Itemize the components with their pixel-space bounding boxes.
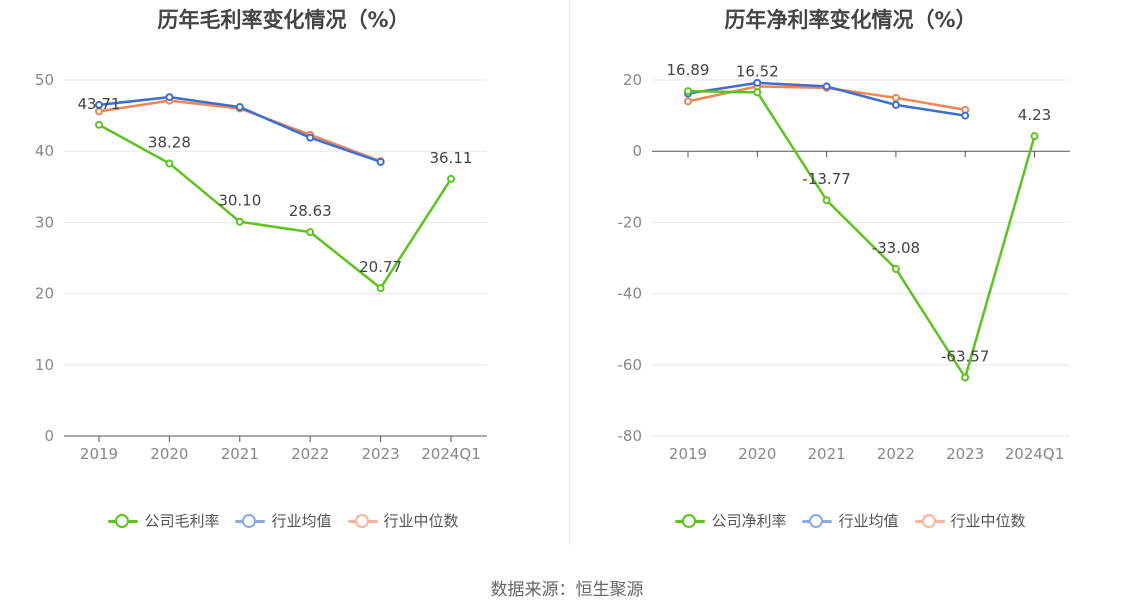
data-point-industry_avg <box>235 103 244 112</box>
data-point-industry_avg <box>891 100 900 109</box>
data-point-company <box>235 217 244 226</box>
y-tick-label: 50 <box>35 71 54 89</box>
y-tick-label: 20 <box>35 285 54 303</box>
data-point-company <box>306 228 315 237</box>
data-point-industry_median <box>684 97 692 106</box>
series-line-company <box>98 123 453 290</box>
data-point-company <box>165 159 174 168</box>
data-label: 4.23 <box>1018 106 1051 124</box>
legend-label: 行业均值 <box>838 512 899 530</box>
data-label: 30.10 <box>218 192 261 210</box>
legend-item-company[interactable]: 公司毛利率 <box>108 510 219 531</box>
y-tick-label: 30 <box>35 213 54 231</box>
data-point-industry_avg <box>376 157 385 166</box>
y-tick-label: 20 <box>623 71 642 89</box>
data-point-industry_avg <box>95 100 103 109</box>
net-margin-plot: -80 -60 -40 -20 0 20 2019 2020 2021 2022 2023 2024Q… <box>618 61 1070 463</box>
data-label: -63.57 <box>941 348 989 366</box>
gross-margin-chart: 历年毛利率变化情况（%） 0 10 20 30 40 50 2019 2020 2021 2022… <box>0 0 567 560</box>
x-tick-label: 2022 <box>877 445 915 463</box>
legend-item-company[interactable]: 公司净利率 <box>675 510 786 531</box>
data-label: 16.89 <box>667 61 710 79</box>
data-point-industry_avg <box>753 78 762 87</box>
data-point-company <box>822 196 831 205</box>
data-point-company <box>684 87 692 96</box>
legend-label: 公司毛利率 <box>144 512 220 530</box>
x-tick-label: 2021 <box>808 445 846 463</box>
y-tick-label: -20 <box>618 213 643 231</box>
legend-swatch-icon <box>108 513 139 528</box>
legend-swatch-icon <box>675 513 706 528</box>
y-tick-label: 0 <box>44 427 54 445</box>
data-point-industry_avg <box>822 82 831 91</box>
series-line-company <box>687 89 1036 379</box>
data-label: 16.52 <box>736 62 779 80</box>
data-point-industry_avg <box>961 111 970 120</box>
gross-margin-plot: 0 10 20 30 40 50 2019 2020 2021 2022 2023 2024Q1 43.… <box>35 71 487 463</box>
data-label: 38.28 <box>148 133 191 151</box>
panel-divider <box>569 0 570 545</box>
y-tick-label: -60 <box>618 356 643 374</box>
legend: 公司净利率 行业均值 行业中位数 <box>567 510 1134 531</box>
x-tick-label: 2024Q1 <box>1005 445 1065 463</box>
legend-swatch-icon <box>802 513 833 528</box>
x-tick-label: 2020 <box>150 445 188 463</box>
y-tick-label: 40 <box>35 142 54 160</box>
legend-item-industry_avg[interactable]: 行业均值 <box>802 510 899 531</box>
chart-title: 历年毛利率变化情况（%） <box>157 8 410 32</box>
data-point-industry_avg <box>306 133 315 142</box>
y-tick-label: 0 <box>632 142 642 160</box>
x-tick-label: 2019 <box>669 445 707 463</box>
legend-swatch-icon <box>347 513 378 528</box>
data-point-company <box>961 373 970 382</box>
x-tick-label: 2022 <box>291 445 329 463</box>
net-margin-chart: 历年净利率变化情况（%） -80 -60 -40 -20 0 20 2019 2020 2021… <box>567 0 1134 560</box>
legend-item-industry_median[interactable]: 行业中位数 <box>914 510 1026 531</box>
x-tick-label: 2021 <box>221 445 259 463</box>
x-tick-label: 2019 <box>80 445 118 463</box>
data-label: -33.08 <box>872 239 920 257</box>
data-point-company <box>753 88 762 97</box>
y-tick-label: 10 <box>35 356 54 374</box>
y-tick-label: -80 <box>618 427 643 445</box>
legend-swatch-icon <box>914 513 945 528</box>
data-point-company <box>891 264 900 273</box>
data-label: 28.63 <box>289 202 332 220</box>
data-label: 20.77 <box>359 258 402 276</box>
legend-label: 行业中位数 <box>950 512 1026 530</box>
y-tick-label: -40 <box>618 285 643 303</box>
data-point-company <box>447 174 455 183</box>
data-point-company <box>1030 132 1039 141</box>
data-source: 数据来源：恒生聚源 <box>490 580 644 600</box>
legend-swatch-icon <box>235 513 266 528</box>
legend-label: 行业均值 <box>271 512 332 530</box>
legend-item-industry_median[interactable]: 行业中位数 <box>347 510 459 531</box>
legend-label: 公司净利率 <box>711 512 787 530</box>
data-label: 43.71 <box>78 95 121 113</box>
data-label: -13.77 <box>802 170 850 188</box>
x-tick-label: 2024Q1 <box>421 445 481 463</box>
x-tick-label: 2023 <box>362 445 400 463</box>
legend-label: 行业中位数 <box>383 512 459 530</box>
data-label: 36.11 <box>430 149 473 167</box>
chart-title: 历年净利率变化情况（%） <box>724 8 977 32</box>
data-point-company <box>95 120 103 129</box>
data-point-industry_median <box>891 93 900 102</box>
legend: 公司毛利率 行业均值 行业中位数 <box>0 510 567 531</box>
data-point-industry_avg <box>165 93 174 102</box>
x-tick-label: 2020 <box>738 445 776 463</box>
x-tick-label: 2023 <box>946 445 984 463</box>
legend-item-industry_avg[interactable]: 行业均值 <box>235 510 332 531</box>
data-point-company <box>376 284 385 293</box>
